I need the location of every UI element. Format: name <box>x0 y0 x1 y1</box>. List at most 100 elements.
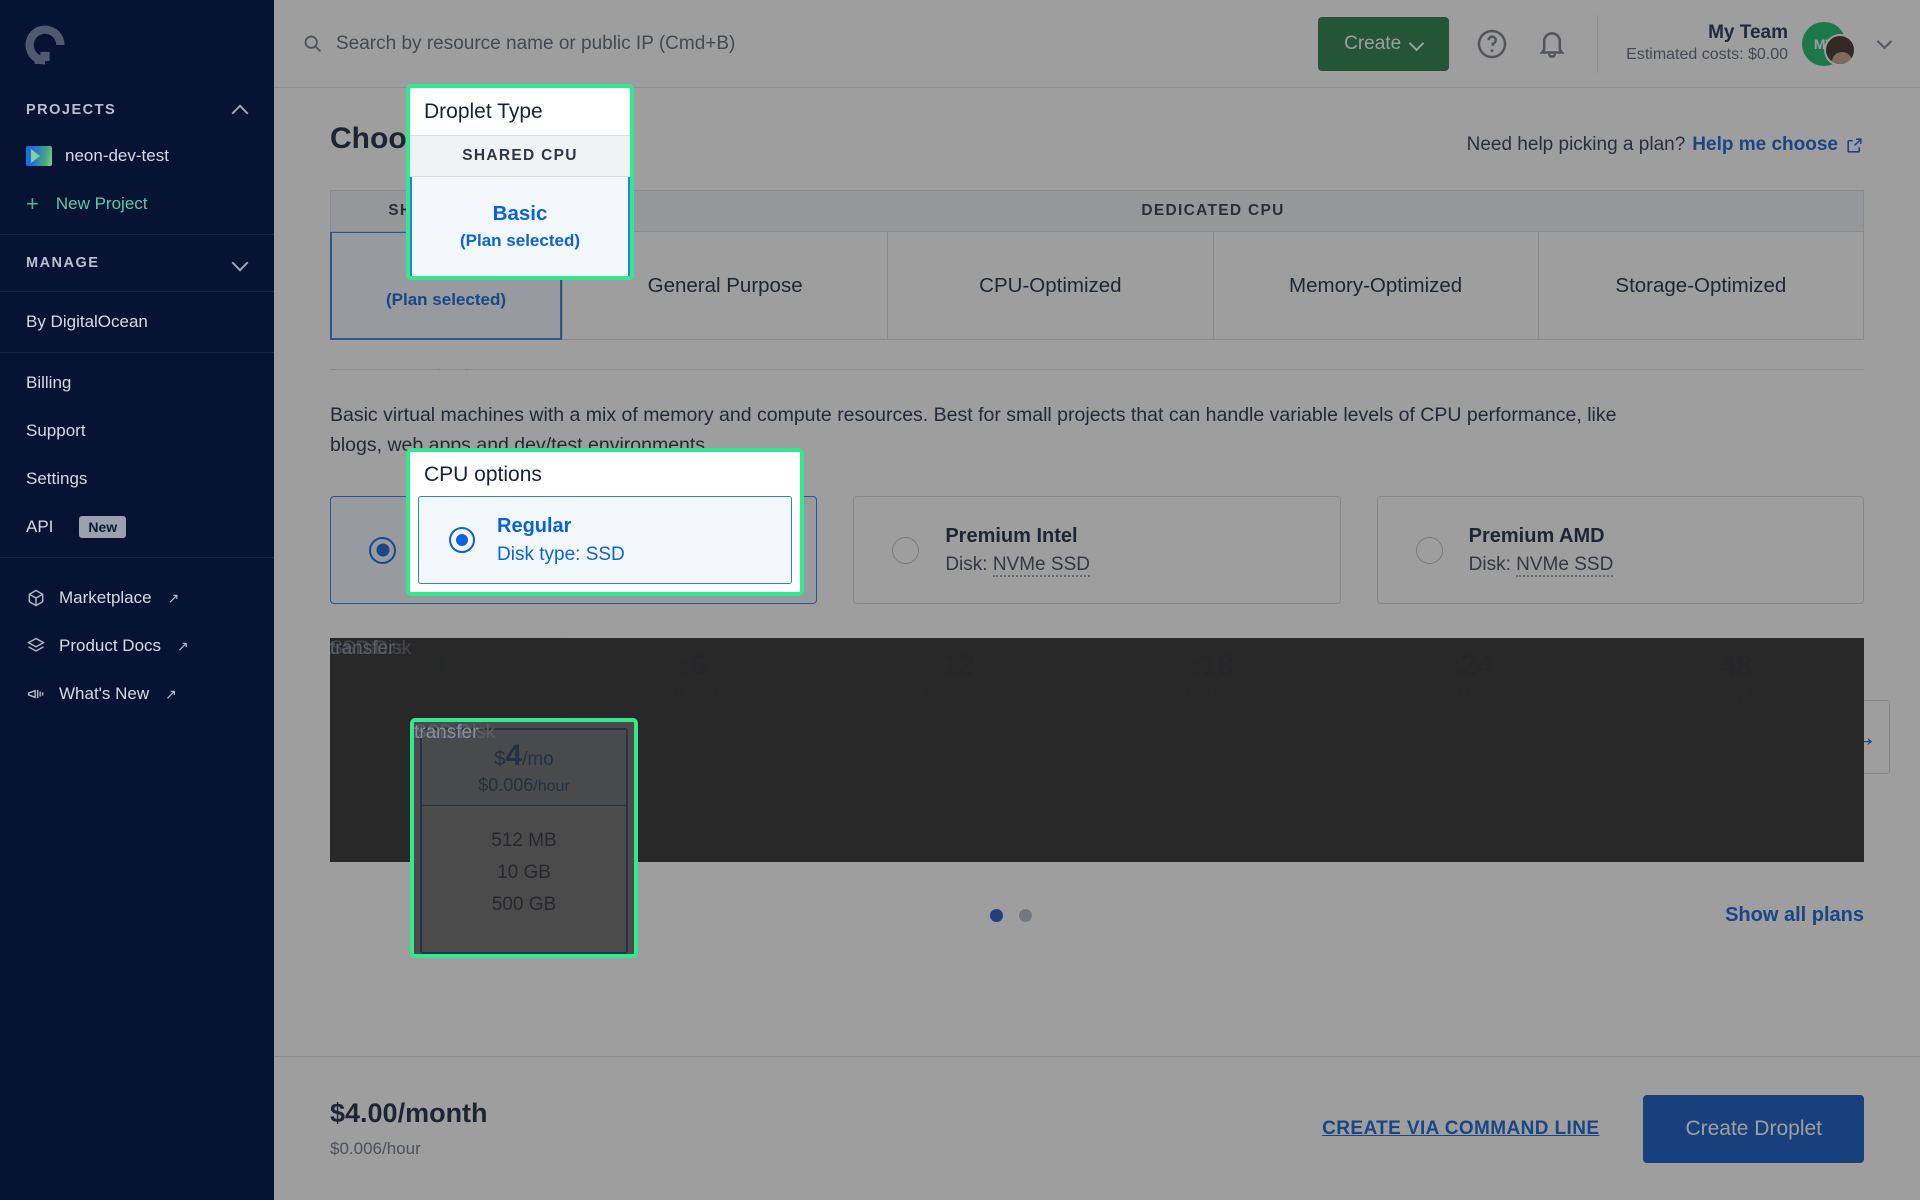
plan-spec-disk: 50 GB SSD Disk <box>330 638 1864 863</box>
highlight-plan-specs: 512 MB / 1 CPU 10 GB SSD Disk 500 GB tra… <box>414 722 634 954</box>
plan-card[interactable]: $24/mo $0.036/hour 4 GB / 2 CPUs 80 GB S… <box>330 638 1864 863</box>
plan-price-unit: /mo <box>974 659 1007 681</box>
highlight-shared-cpu-header: SHARED CPU <box>410 135 630 177</box>
sidebar-item-marketplace[interactable]: Marketplace ↗ <box>0 574 274 622</box>
plan-specs: 8 GB / 4 CPUs 160 GB SSD Disk 5 TB trans… <box>330 638 1864 863</box>
plan-hour-unit: /hour <box>1496 688 1533 706</box>
next-plans-button[interactable]: → <box>1838 700 1890 775</box>
highlight-plan-4[interactable]: $4/mo $0.006/hour 512 MB / 1 CPU 10 GB S… <box>410 718 638 958</box>
cpu-option-premium-amd[interactable]: Premium AMD Disk: NVMe SSD <box>1376 496 1864 605</box>
sidebar-section-projects[interactable]: PROJECTS <box>0 88 274 132</box>
disk-value[interactable]: NVMe SSD <box>1516 554 1614 578</box>
project-label: neon-dev-test <box>65 146 169 165</box>
highlight-tab-basic-sub: (Plan selected) <box>460 231 580 250</box>
plan-specs: 2 GB / 2 CPUs 60 GB SSD Disk 3 TB transf… <box>330 638 1864 863</box>
radio-icon[interactable] <box>1415 536 1443 564</box>
cpu-option-premium-intel-label: Premium Intel <box>945 525 1078 548</box>
plan-price-value: 18 <box>1200 649 1235 683</box>
plan-price-unit: /mo <box>1752 659 1785 681</box>
create-via-command-line-link[interactable]: CREATE VIA COMMAND LINE <box>1322 1117 1600 1139</box>
plan-hour-unit: /hour <box>1755 688 1793 706</box>
show-all-plans-link[interactable]: Show all plans <box>1725 904 1864 927</box>
top-bar: Create My Team Estimated costs: $0.00 MT <box>274 0 1920 88</box>
sidebar: PROJECTS neon-dev-test + New Project MAN… <box>0 0 274 1200</box>
sidebar-item-api[interactable]: API New <box>0 503 274 551</box>
plan-hour-unit: /hour <box>457 689 495 707</box>
plan-hourly: $0.027/hour <box>1182 685 1274 706</box>
external-link-icon[interactable] <box>1845 136 1864 155</box>
search-box[interactable] <box>302 32 1318 55</box>
tab-caret-divider <box>330 340 1864 370</box>
plan-spec-disk: 160 GB SSD Disk <box>330 638 1864 863</box>
help-me-choose-link[interactable]: Help me choose <box>1692 134 1838 155</box>
chevron-down-icon[interactable] <box>233 259 248 268</box>
highlight-droplet-type-label: Droplet Type <box>424 100 543 123</box>
sidebar-item-by-digitalocean[interactable]: By DigitalOcean <box>0 298 274 346</box>
search-input[interactable] <box>336 32 976 55</box>
tab-cpu-optimized[interactable]: CPU-Optimized <box>888 232 1214 340</box>
sidebar-section-manage[interactable]: MANAGE <box>0 241 274 285</box>
sidebar-item-product-docs[interactable]: Product Docs ↗ <box>0 622 274 670</box>
digitalocean-logo[interactable] <box>0 0 274 88</box>
plan-price-value: 48 <box>1719 649 1753 683</box>
plan-hour-value: $0.006 <box>402 686 458 707</box>
plan-price-block: $18/mo $0.027/hour <box>1110 639 1345 718</box>
disk-value[interactable]: NVMe SSD <box>992 554 1090 578</box>
tab-general-purpose[interactable]: General Purpose <box>562 232 889 340</box>
sidebar-item-settings[interactable]: Settings <box>0 455 274 503</box>
highlight-cpu-options[interactable]: CPU options Regular Disk type: SSD <box>406 448 804 596</box>
plan-hour-value: $0.071 <box>1700 685 1756 706</box>
plan-price: $18/mo <box>1189 649 1266 683</box>
pagination-dot-2[interactable] <box>1019 909 1032 923</box>
whats-new-label: What's New <box>59 684 150 703</box>
cpu-option-premium-amd-label: Premium AMD <box>1468 525 1605 548</box>
tab-general-purpose-label: General Purpose <box>647 273 803 297</box>
plan-card[interactable]: $48/mo $0.071/hour 8 GB / 4 CPUs 160 GB … <box>330 638 1864 863</box>
chevron-up-icon[interactable] <box>233 106 248 115</box>
bell-icon[interactable] <box>1535 27 1569 61</box>
highlight-droplet-type[interactable]: Droplet Type SHARED CPU Basic (Plan sele… <box>406 84 634 280</box>
highlight-cpu-regular-sub: Disk type: SSD <box>497 543 625 565</box>
plan-spec-transfer: 1000 GB transfer <box>330 638 1864 863</box>
plan-card[interactable]: $12/mo $0.018/hour 2 GB / 1 CPU 50 GB SS… <box>330 638 1864 863</box>
sidebar-item-whats-new[interactable]: What's New ↗ <box>0 670 274 718</box>
cpu-option-premium-intel[interactable]: Premium Intel Disk: NVMe SSD <box>853 496 1341 605</box>
highlight-cpu-option-regular[interactable]: Regular Disk type: SSD <box>418 496 792 584</box>
plan-spec-transfer: 3 TB transfer <box>330 638 1864 863</box>
team-menu[interactable]: My Team Estimated costs: $0.00 MT <box>1597 14 1892 73</box>
sidebar-item-billing[interactable]: Billing <box>0 359 274 407</box>
help-prefix: Need help picking a plan? <box>1466 134 1686 155</box>
highlight-spec-transfer: 500 GB transfer <box>414 722 634 954</box>
plan-hourly: $0.006/hour <box>403 686 495 707</box>
sidebar-divider-1 <box>0 234 274 235</box>
plan-price-block: $6/mo $0.009/hour <box>592 639 826 718</box>
question-circle-icon[interactable] <box>1475 27 1509 61</box>
plan-card[interactable]: $18/mo $0.027/hour 2 GB / 2 CPUs 60 GB S… <box>330 638 1864 863</box>
sidebar-item-neon-dev-test[interactable]: neon-dev-test <box>0 132 274 180</box>
tab-memory-optimized[interactable]: Memory-Optimized <box>1213 232 1539 340</box>
plan-price-unit: /mo <box>446 660 479 682</box>
plan-hour-value: $0.036 <box>1441 685 1497 706</box>
cpu-option-premium-amd-sub: Disk: NVMe SSD <box>1469 551 1614 580</box>
radio-icon[interactable] <box>892 536 920 564</box>
avatar[interactable]: MT <box>1802 21 1864 66</box>
sidebar-divider-4 <box>0 557 274 558</box>
footer-bar: $4.00/month $0.006/hour CREATE VIA COMMA… <box>274 1056 1920 1200</box>
radio-icon[interactable] <box>449 527 475 553</box>
digitalocean-logo-icon <box>25 25 65 65</box>
sidebar-item-new-project[interactable]: + New Project <box>0 180 274 228</box>
chevron-down-icon[interactable] <box>1878 39 1892 49</box>
plan-price-value: 12 <box>941 649 975 683</box>
highlight-plan-card[interactable]: $4/mo $0.006/hour 512 MB / 1 CPU 10 GB S… <box>414 722 634 954</box>
manage-label: MANAGE <box>26 255 100 271</box>
sidebar-item-support[interactable]: Support <box>0 407 274 455</box>
radio-icon[interactable] <box>369 536 396 564</box>
highlight-tab-basic[interactable]: Basic (Plan selected) <box>410 177 630 276</box>
pagination-dot-1[interactable] <box>990 909 1003 923</box>
create-droplet-button[interactable]: Create Droplet <box>1643 1094 1864 1163</box>
sidebar-divider-3 <box>0 352 274 353</box>
create-button[interactable]: Create <box>1318 16 1450 71</box>
megaphone-icon <box>27 689 44 699</box>
plan-price: $24/mo <box>1448 649 1526 683</box>
tab-storage-optimized[interactable]: Storage-Optimized <box>1538 232 1864 340</box>
